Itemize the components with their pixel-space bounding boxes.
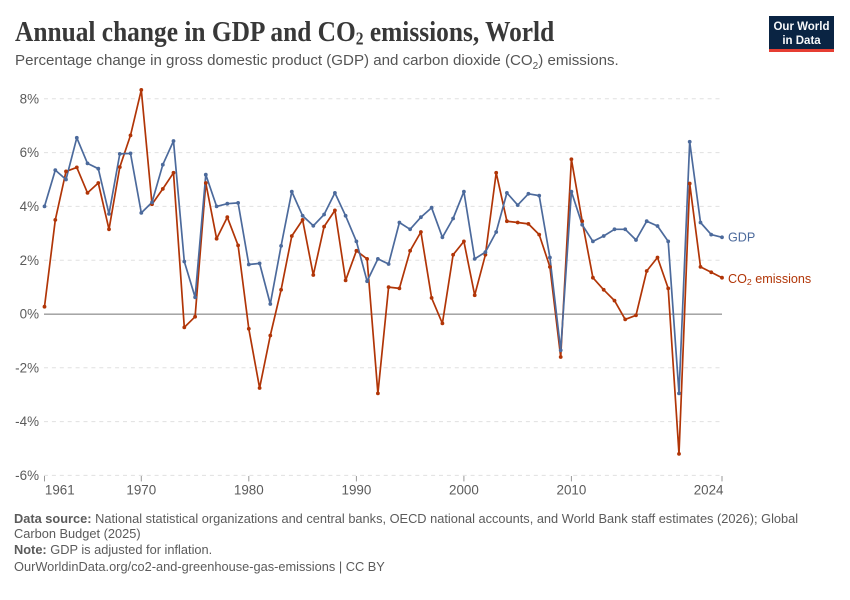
svg-text:1970: 1970 [126, 483, 156, 498]
svg-text:GDP: GDP [728, 230, 755, 244]
svg-text:0%: 0% [20, 307, 39, 322]
svg-text:1980: 1980 [234, 483, 264, 498]
svg-text:1961: 1961 [45, 483, 75, 498]
svg-text:-6%: -6% [15, 468, 39, 483]
svg-text:CO2 emissions: CO2 emissions [728, 272, 811, 287]
svg-text:2024: 2024 [694, 483, 724, 498]
svg-text:2010: 2010 [557, 483, 587, 498]
svg-text:-4%: -4% [15, 414, 39, 429]
svg-text:4%: 4% [20, 199, 39, 214]
svg-text:-2%: -2% [15, 360, 39, 375]
svg-text:1990: 1990 [342, 483, 372, 498]
svg-text:8%: 8% [20, 91, 39, 106]
svg-text:2000: 2000 [449, 483, 479, 498]
svg-text:6%: 6% [20, 145, 39, 160]
svg-text:2%: 2% [20, 253, 39, 268]
